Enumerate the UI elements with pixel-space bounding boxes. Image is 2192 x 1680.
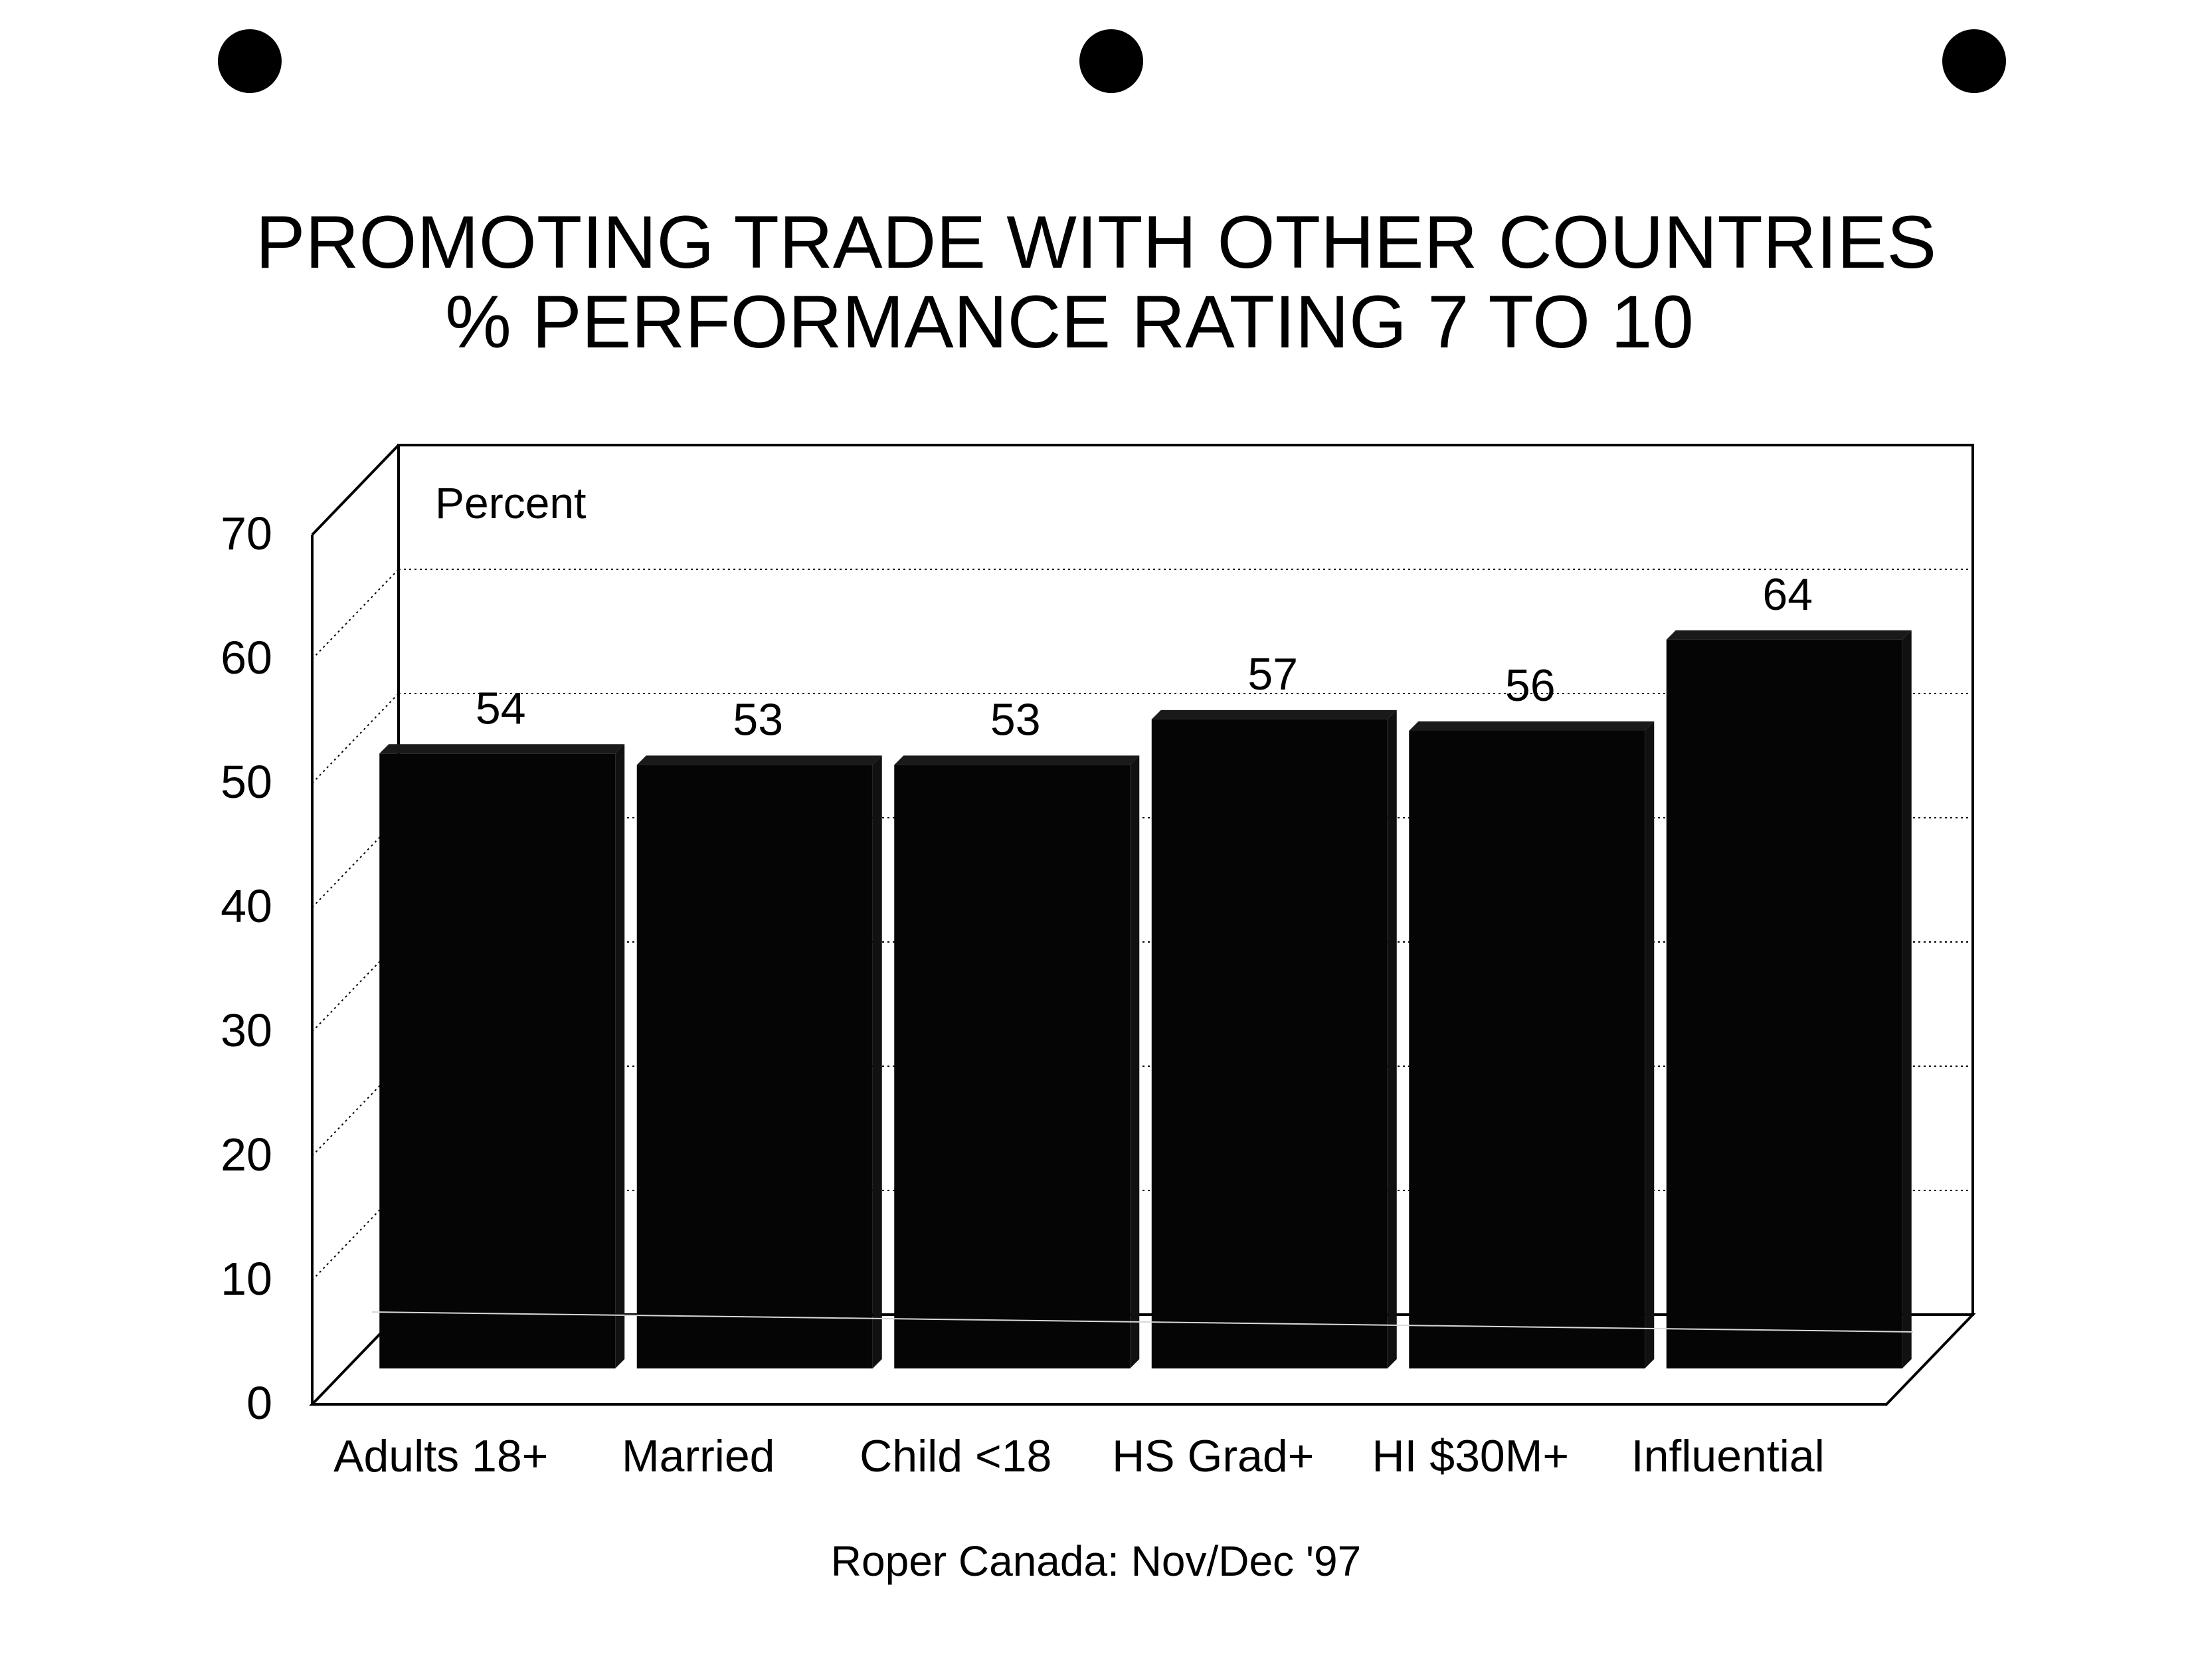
y-tick-label: 70 — [221, 508, 272, 559]
y-tick-label: 50 — [221, 756, 272, 808]
data-label: 53 — [733, 694, 783, 745]
x-tick-label: HI $30M+ — [1372, 1431, 1569, 1481]
chart-title: PROMOTING TRADE WITH OTHER COUNTRIES — [255, 201, 1937, 284]
side-gridline — [312, 569, 399, 660]
bar — [636, 765, 873, 1368]
y-tick-label: 0 — [246, 1377, 272, 1429]
data-label: 64 — [1762, 569, 1813, 620]
bar-side — [1645, 721, 1655, 1368]
bar-top — [379, 744, 625, 754]
bar-side — [872, 755, 882, 1368]
punch-hole-left — [218, 29, 282, 93]
bar-top — [1151, 709, 1397, 719]
bar — [894, 765, 1131, 1368]
floor-back-edge — [371, 1311, 1914, 1333]
bar-top — [1409, 721, 1655, 731]
x-tick-label: HS Grad+ — [1112, 1431, 1314, 1481]
x-tick-label: Married — [622, 1431, 775, 1481]
bar — [1151, 719, 1388, 1368]
source-note: Roper Canada: Nov/Dec '97 — [830, 1537, 1362, 1585]
y-tick-label: 60 — [221, 632, 272, 684]
x-tick-label: Adults 18+ — [333, 1431, 548, 1481]
y-tick-label: 30 — [221, 1004, 272, 1056]
bar-top — [894, 755, 1140, 765]
y-tick-label: 20 — [221, 1129, 272, 1180]
x-tick-label: Child <18 — [860, 1431, 1051, 1481]
floor — [309, 1313, 1976, 1406]
bar-side — [615, 744, 625, 1368]
data-label: 56 — [1505, 660, 1556, 711]
y-axis-label: Percent — [435, 478, 586, 527]
y-tick-label: 40 — [221, 880, 272, 932]
y-tick-label: 10 — [221, 1253, 272, 1305]
data-label: 57 — [1247, 649, 1298, 700]
x-tick-label: Influential — [1631, 1431, 1825, 1481]
punch-hole-right — [1942, 29, 2006, 93]
chart-subtitle: % PERFORMANCE RATING 7 TO 10 — [445, 280, 1694, 363]
bar-side — [1387, 709, 1397, 1368]
bar-top — [1666, 630, 1912, 640]
bar-side — [1902, 630, 1912, 1368]
data-label: 53 — [990, 694, 1041, 745]
data-label: 54 — [476, 683, 526, 733]
bar — [1666, 639, 1902, 1368]
bar-top — [636, 755, 882, 765]
top-left-edge — [311, 444, 400, 536]
bar — [379, 753, 616, 1368]
bar — [1409, 731, 1645, 1368]
punch-hole-center — [1079, 29, 1143, 93]
bar-side — [1130, 755, 1140, 1368]
